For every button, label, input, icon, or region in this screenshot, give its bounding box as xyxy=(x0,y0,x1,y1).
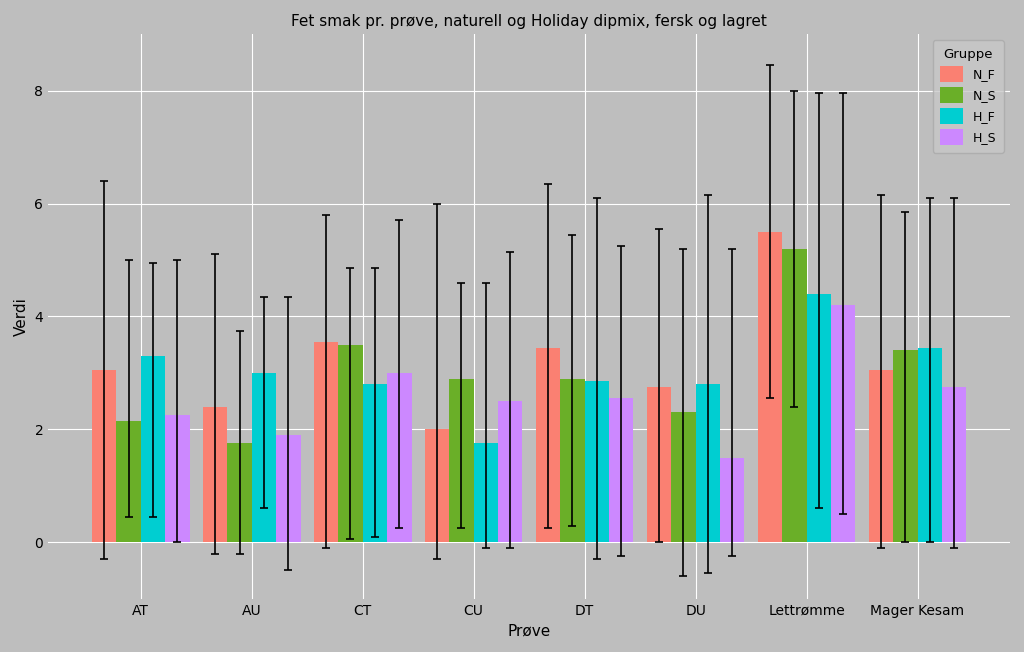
Y-axis label: Verdi: Verdi xyxy=(14,297,29,336)
Bar xyxy=(609,398,634,542)
Bar xyxy=(425,430,450,542)
Bar xyxy=(252,373,276,542)
Title: Fet smak pr. prøve, naturell og Holiday dipmix, fersk og lagret: Fet smak pr. prøve, naturell og Holiday … xyxy=(291,14,767,29)
Bar xyxy=(720,458,744,542)
Bar xyxy=(560,379,585,542)
Bar xyxy=(893,350,918,542)
Bar xyxy=(782,248,807,542)
Legend: N_F, N_S, H_F, H_S: N_F, N_S, H_F, H_S xyxy=(933,40,1004,153)
Bar xyxy=(313,342,338,542)
Bar xyxy=(868,370,893,542)
Bar xyxy=(831,305,855,542)
Bar xyxy=(165,415,189,542)
Bar xyxy=(671,413,695,542)
Bar xyxy=(140,356,165,542)
Bar xyxy=(387,373,412,542)
Bar xyxy=(918,348,942,542)
Bar xyxy=(758,232,782,542)
Bar xyxy=(695,384,720,542)
X-axis label: Prøve: Prøve xyxy=(508,623,551,638)
Bar xyxy=(203,407,227,542)
Bar xyxy=(362,384,387,542)
Bar xyxy=(276,435,300,542)
Bar xyxy=(807,294,831,542)
Bar xyxy=(942,387,967,542)
Bar xyxy=(585,381,609,542)
Bar xyxy=(498,401,522,542)
Bar xyxy=(450,379,474,542)
Bar xyxy=(338,345,362,542)
Bar xyxy=(536,348,560,542)
Bar xyxy=(227,443,252,542)
Bar xyxy=(474,443,498,542)
Bar xyxy=(647,387,671,542)
Bar xyxy=(92,370,117,542)
Bar xyxy=(117,421,140,542)
